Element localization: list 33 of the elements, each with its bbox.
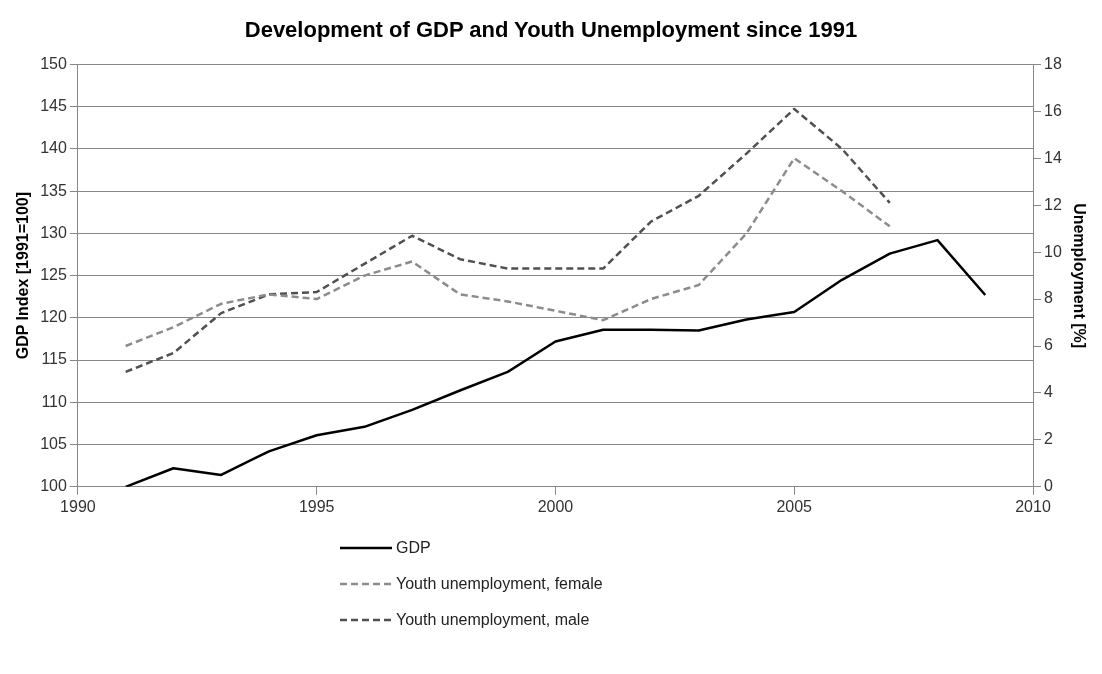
x-tick-label: 1990 — [60, 497, 96, 515]
y-tick-label: 135 — [40, 181, 67, 199]
y-tick-label: 140 — [40, 139, 67, 157]
y2-axis-title: Unemployment [%] — [1070, 203, 1088, 349]
y-tick-label: 105 — [40, 434, 67, 452]
y2-tick-label: 18 — [1044, 54, 1062, 72]
y2-tick-label: 2 — [1044, 430, 1053, 448]
x-tick-label: 2000 — [537, 497, 574, 515]
y-tick-label: 125 — [40, 266, 67, 284]
line-series — [124, 107, 891, 374]
y2-tick-label: 4 — [1044, 383, 1053, 401]
legend-label: GDP — [396, 539, 431, 557]
y-axis-title: GDP Index [1991=100] — [14, 191, 32, 360]
chart-title: Development of GDP and Youth Unemployment since 1991 — [244, 17, 858, 43]
x-tick-label: 1995 — [298, 497, 335, 515]
y2-tick-label: 14 — [1044, 148, 1062, 166]
y-tick-label: 150 — [40, 54, 67, 72]
y-tick-label: 100 — [40, 477, 67, 495]
y2-tick-label: 12 — [1044, 195, 1062, 213]
y2-tick-label: 8 — [1044, 289, 1053, 307]
y2-tick-label: 10 — [1044, 242, 1062, 260]
y-tick-label: 145 — [40, 97, 67, 115]
y-tick-label: 130 — [40, 223, 67, 241]
y-tick-label: 120 — [40, 308, 67, 326]
y-tick-label: 110 — [41, 392, 67, 410]
legend-label: Youth unemployment, male — [396, 611, 590, 629]
y2-tick-label: 16 — [1044, 101, 1062, 119]
legend-label: Youth unemployment, female — [396, 575, 603, 593]
y2-tick-label: 6 — [1044, 336, 1053, 354]
y2-tick-label: 0 — [1044, 477, 1053, 495]
y-tick-label: 115 — [41, 350, 67, 368]
x-tick-label: 2010 — [1015, 497, 1051, 515]
x-tick-label: 2005 — [776, 497, 813, 515]
